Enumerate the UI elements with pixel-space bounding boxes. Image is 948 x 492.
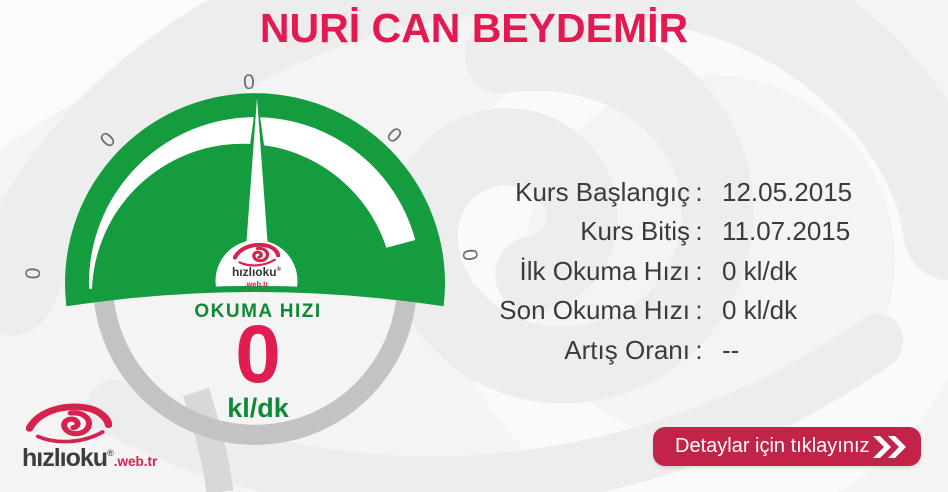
gauge-hub-circle bbox=[215, 240, 298, 300]
stat-label: Kurs Başlangıç bbox=[515, 177, 690, 207]
logo-brand-text: hızlıoku bbox=[22, 444, 108, 472]
tick-label: 0 bbox=[457, 248, 480, 263]
gauge-track bbox=[89, 117, 416, 289]
hizlioku-logo[interactable]: hızlıoku®.web.tr bbox=[22, 402, 172, 482]
stat-value: 0 kl/dk bbox=[722, 295, 798, 326]
tick-label: 0 bbox=[243, 71, 256, 95]
stat-row-increase-rate: Artış Oranı : -- bbox=[432, 331, 852, 370]
stat-value: 11.07.2015 bbox=[722, 216, 851, 247]
tick-label: 0 bbox=[22, 267, 46, 280]
reading-speed-gauge: hızlıoku® .web.tr 0 0 0 0 0 bbox=[22, 71, 480, 445]
gauge-bottom-ring bbox=[93, 297, 417, 445]
logo-wordmark: hızlıoku®.web.tr bbox=[22, 444, 157, 473]
stat-label: Artış Oranı bbox=[564, 334, 690, 365]
center-logo-domain: .web.tr bbox=[244, 280, 268, 289]
stat-label: Kurs Bitiş bbox=[580, 216, 690, 247]
gauge-center-logo: hızlıoku® .web.tr bbox=[232, 245, 282, 289]
stat-row-first-speed: İlk Okuma Hızı : 0 kl/dk bbox=[432, 252, 852, 291]
stat-label: İlk Okuma Hızı bbox=[519, 255, 690, 286]
registered-mark: ® bbox=[277, 266, 282, 273]
details-button[interactable]: Detaylar için tıklayınız bbox=[653, 427, 921, 466]
stat-separator: : bbox=[695, 216, 703, 247]
course-stats: Kurs Başlangıç : 12.05.2015 Kurs Bitiş :… bbox=[432, 173, 852, 370]
gray-swoosh-shape bbox=[183, 387, 234, 492]
stat-value: -- bbox=[722, 334, 740, 365]
stat-separator: : bbox=[695, 255, 703, 286]
tick-label: 0 bbox=[96, 128, 121, 152]
stat-separator: : bbox=[695, 177, 703, 207]
tick-label: 0 bbox=[382, 123, 406, 148]
stat-row-last-speed: Son Okuma Hızı : 0 kl/dk bbox=[432, 291, 852, 330]
page-title: NURİ CAN BEYDEMİR bbox=[259, 5, 689, 51]
stat-separator: : bbox=[695, 334, 703, 365]
gauge-needle bbox=[245, 98, 269, 262]
stat-label: Son Okuma Hızı bbox=[499, 295, 690, 326]
stat-separator: : bbox=[695, 295, 703, 326]
gauge-needle-group bbox=[215, 98, 298, 300]
white-swoosh-shape bbox=[0, 0, 323, 150]
details-button-label: Detaylar için tıklayınız bbox=[675, 435, 870, 457]
stat-row-course-start: Kurs Başlangıç : 12.05.2015 bbox=[432, 173, 852, 212]
center-logo-brand: hızlıoku® bbox=[232, 265, 282, 279]
logo-domain-text: .web.tr bbox=[113, 454, 158, 469]
double-chevron-right-icon bbox=[873, 435, 906, 458]
stat-value: 12.05.2015 bbox=[722, 177, 853, 207]
stat-value: 0 kl/dk bbox=[722, 255, 798, 286]
registered-mark: ® bbox=[107, 448, 114, 458]
eye-logo-icon bbox=[26, 402, 112, 446]
stat-row-course-end: Kurs Bitiş : 11.07.2015 bbox=[432, 212, 852, 251]
